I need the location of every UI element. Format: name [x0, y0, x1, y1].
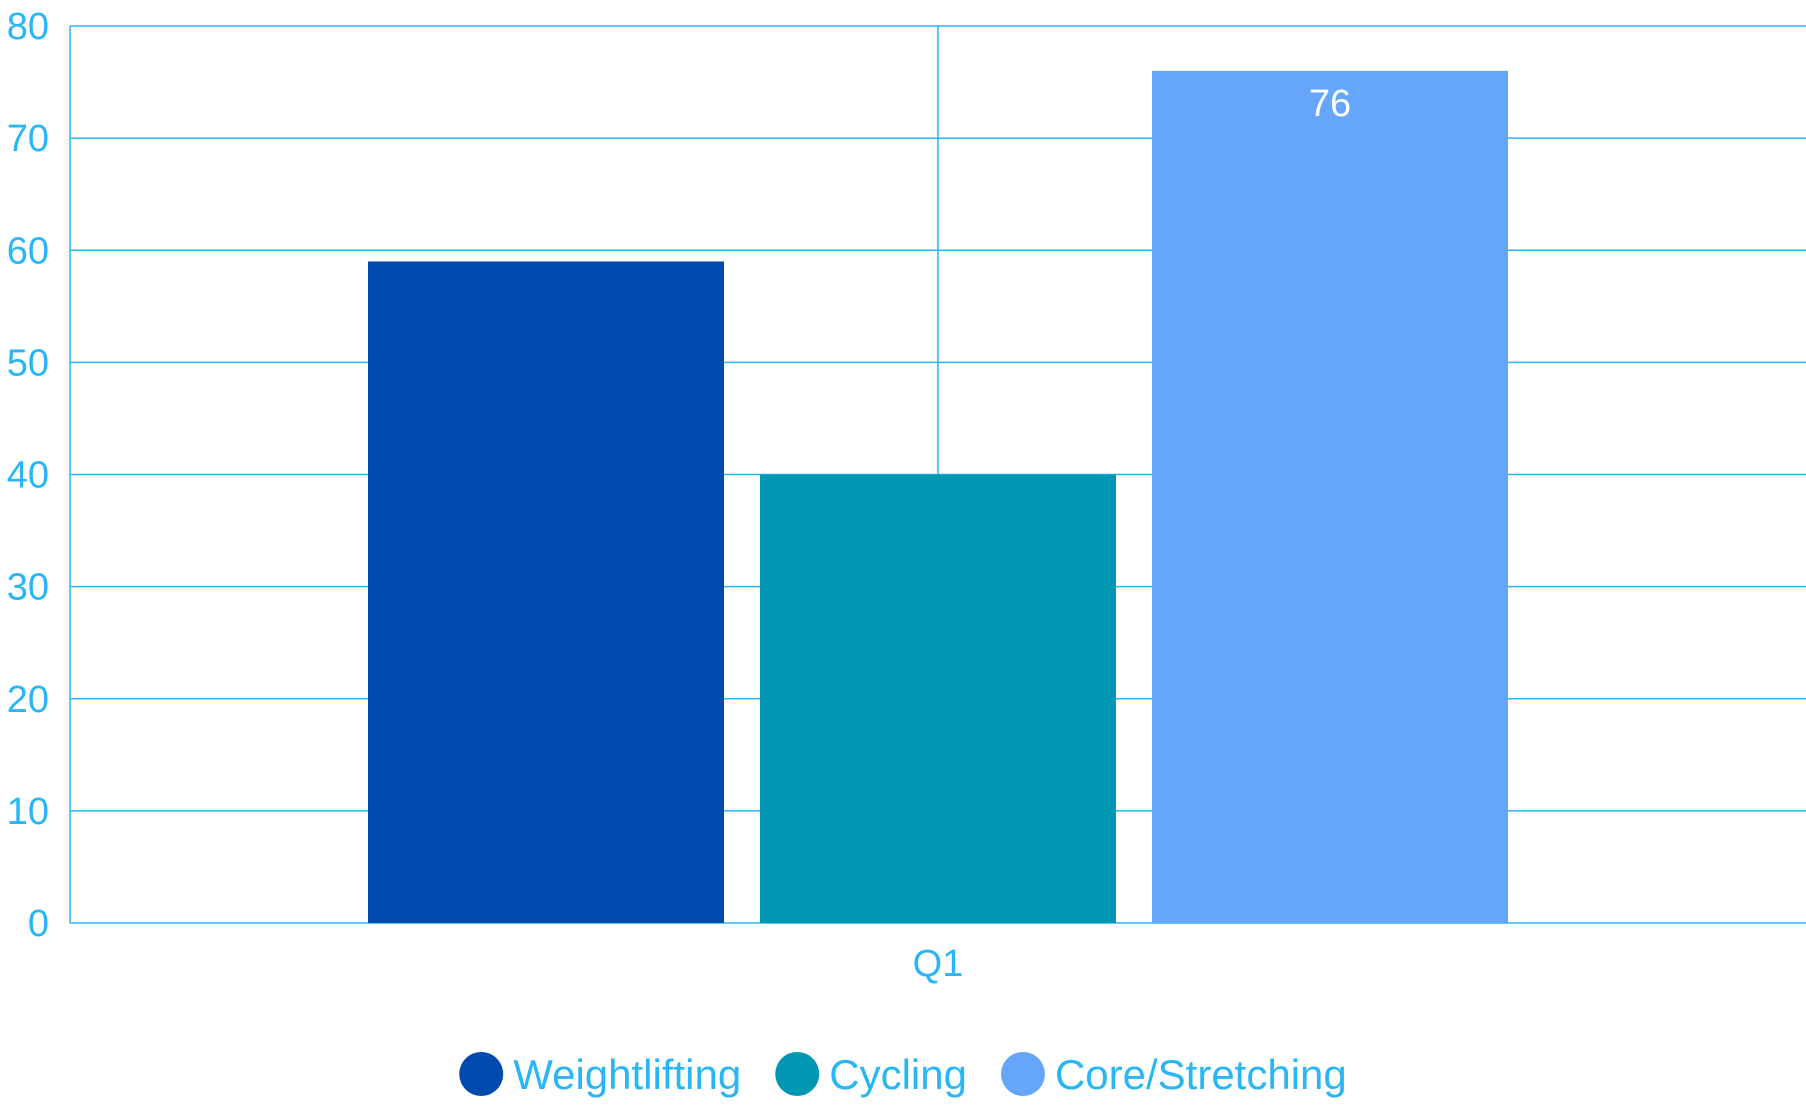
y-tick-label: 20 — [7, 679, 49, 721]
legend: Weightlifting Cycling Core/Stretching — [459, 1051, 1347, 1098]
legend-marker — [459, 1052, 504, 1096]
y-tick-label: 60 — [7, 230, 49, 272]
y-tick-label: 30 — [7, 567, 49, 609]
y-tick-label: 70 — [7, 118, 49, 160]
legend-item-weightlifting: Weightlifting — [459, 1051, 741, 1098]
data-label: 76 — [1309, 83, 1351, 125]
legend-item-cycling: Cycling — [775, 1051, 967, 1098]
bar-core-stretching — [1152, 70, 1508, 924]
y-tick-label: 80 — [7, 6, 49, 48]
bar-cycling — [760, 474, 1116, 923]
legend-label: Core/Stretching — [1055, 1051, 1347, 1098]
legend-item-core-stretching: Core/Stretching — [1000, 1051, 1347, 1098]
legend-marker — [1000, 1052, 1045, 1096]
legend-label: Weightlifting — [513, 1051, 741, 1098]
data-labels: 76 — [1309, 83, 1351, 125]
y-tick-label: 10 — [7, 791, 49, 833]
x-tick-label: Q1 — [913, 943, 964, 985]
legend-marker — [775, 1052, 820, 1096]
y-tick-label: 50 — [7, 342, 49, 384]
bar-weightlifting — [368, 261, 724, 923]
y-tick-label: 40 — [7, 455, 49, 497]
axes: 0 10 20 30 40 50 60 70 80 Q1 — [7, 6, 964, 985]
y-tick-label: 0 — [28, 903, 49, 945]
bars — [368, 70, 1508, 924]
legend-label: Cycling — [829, 1051, 967, 1098]
